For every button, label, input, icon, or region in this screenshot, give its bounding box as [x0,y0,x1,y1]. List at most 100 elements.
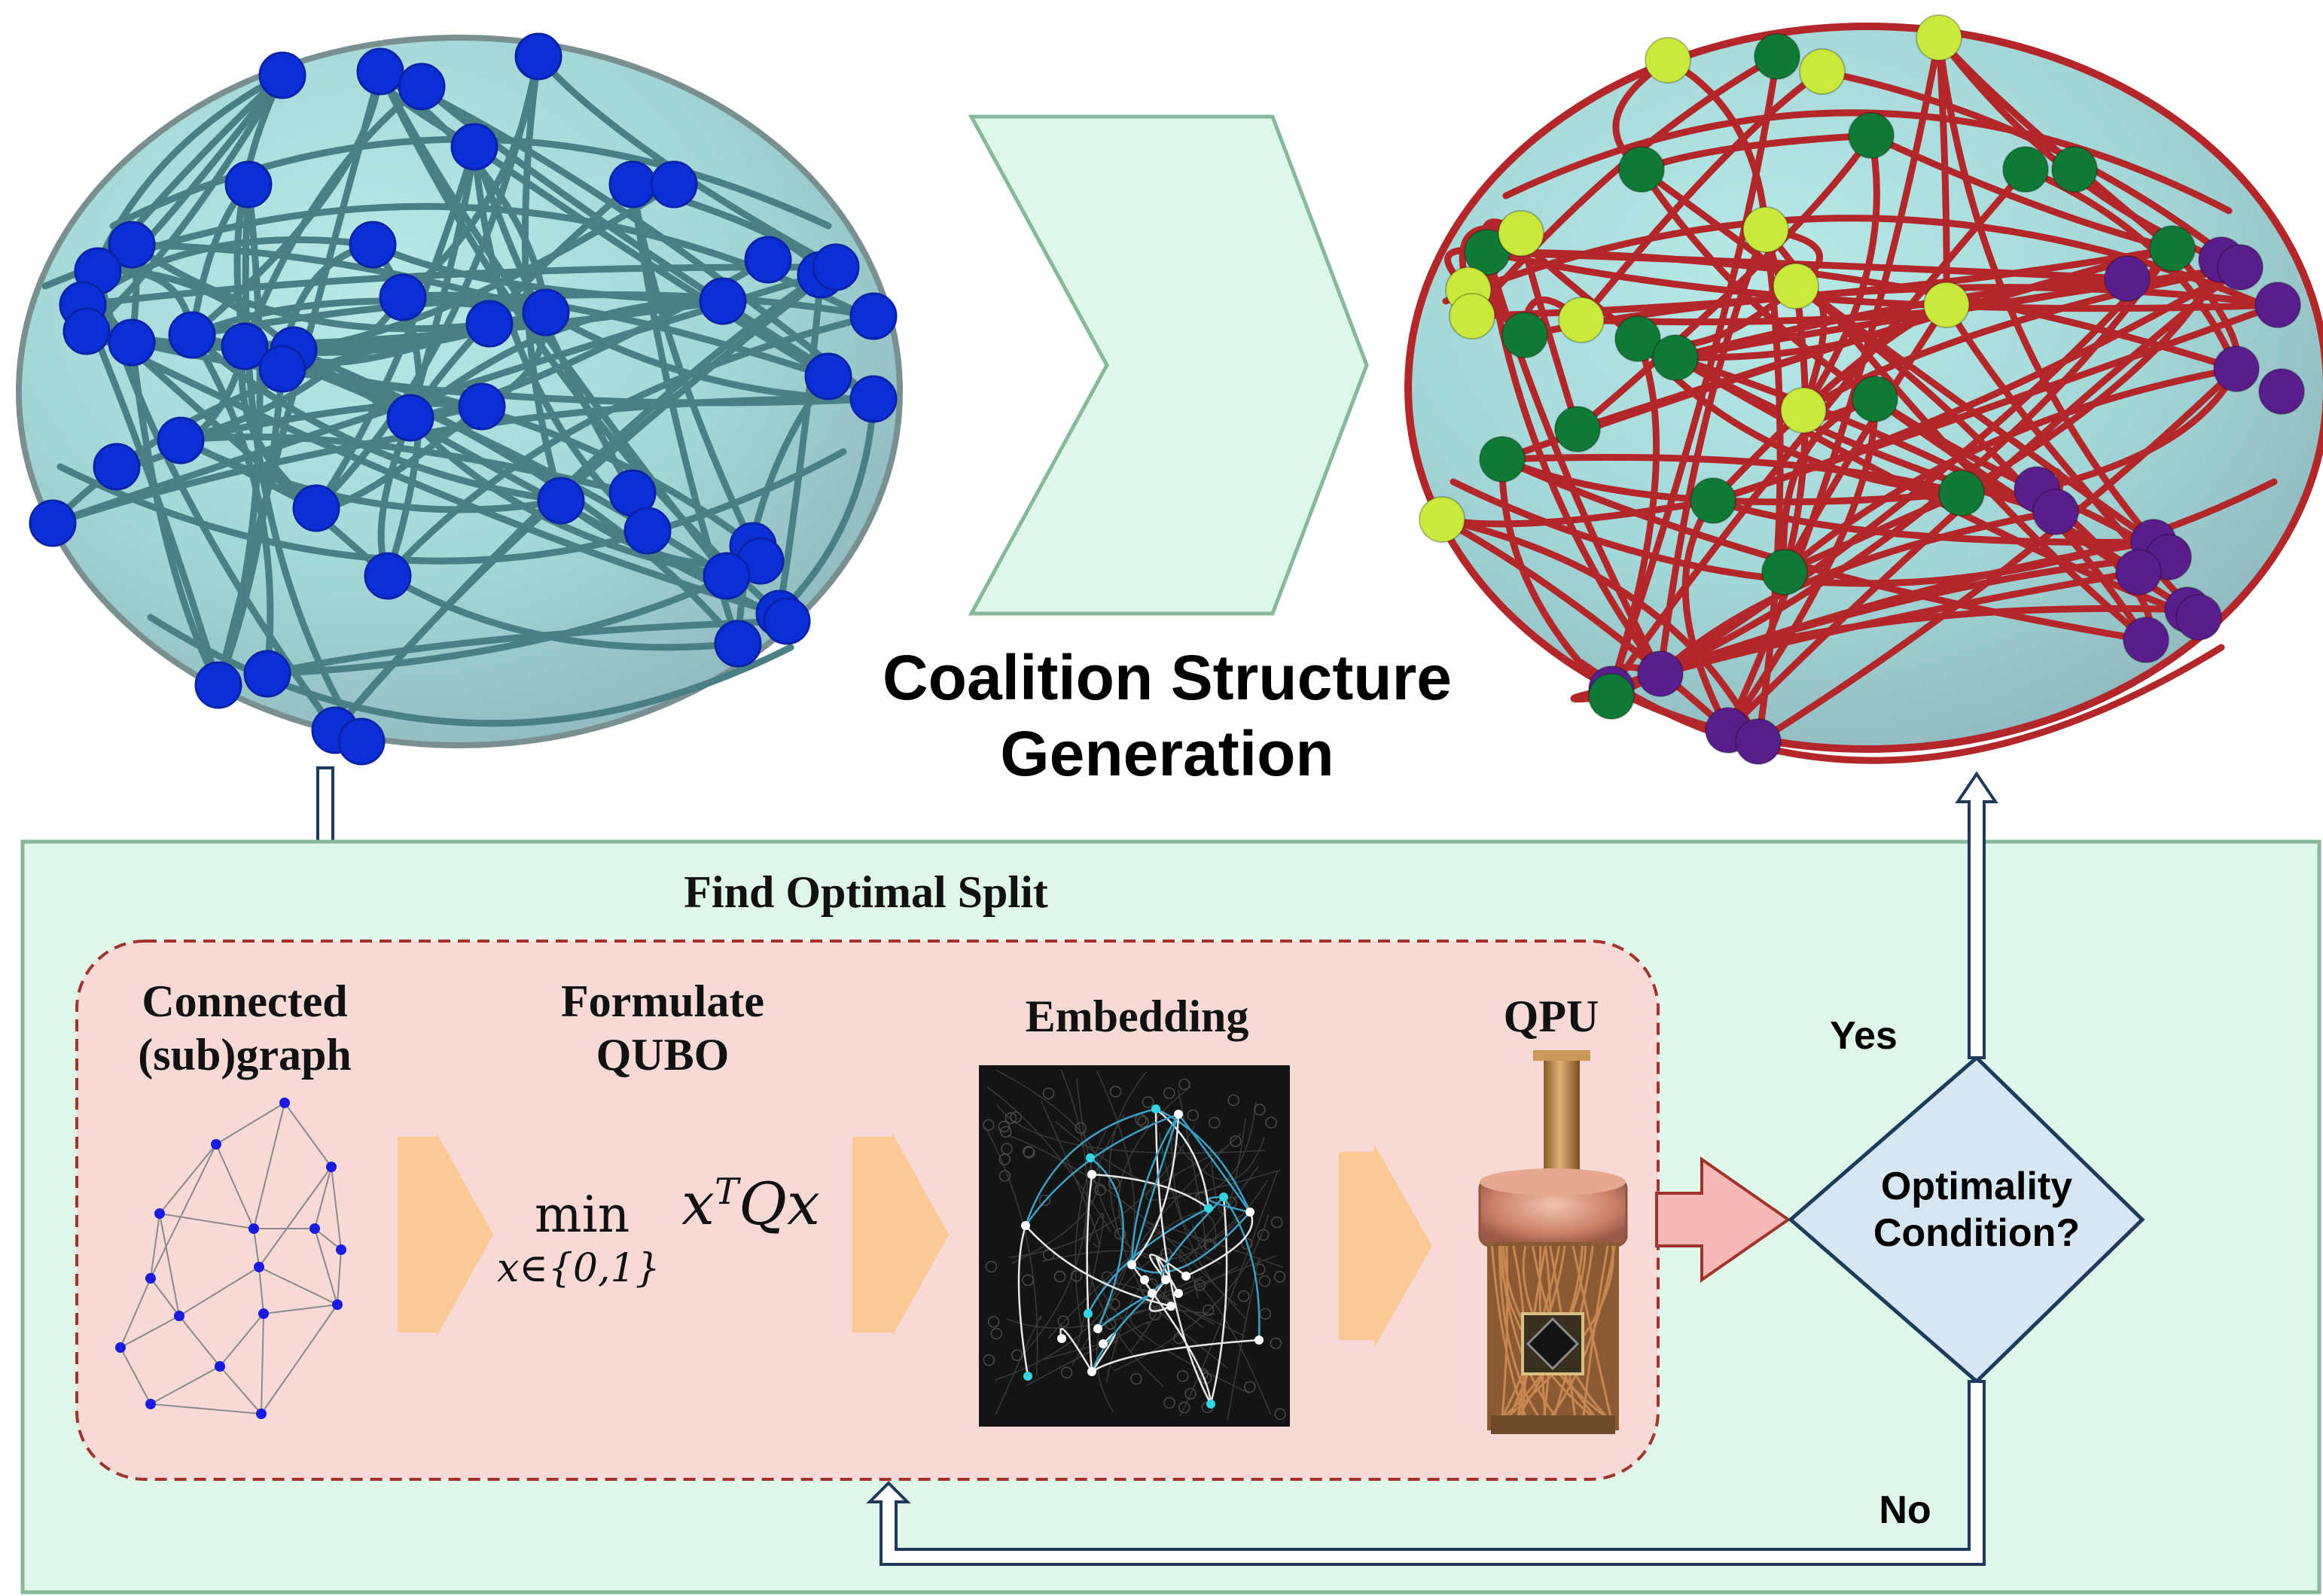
subgraph-edge [219,1313,264,1367]
subgraph-edge [261,1313,264,1415]
graph-node [93,443,141,491]
graph-node [29,499,77,547]
decision-line2: Condition? [1873,1211,2081,1256]
graph-edge [1574,245,2176,433]
coalition-node [2175,594,2222,641]
step-formulate-line2: QUBO [596,1029,730,1080]
graph-edge [376,68,791,625]
subgraph-edge [150,1403,262,1415]
graph-node [514,32,562,81]
subgraph-edge [150,1278,180,1317]
embedding-node [1166,1302,1175,1311]
subgraph-node [248,1223,259,1234]
subgraph-illustration [115,1098,346,1419]
coalition-node [1479,436,1526,483]
subgraph-edge [120,1347,151,1405]
graph-edge [1754,365,2240,745]
graph-edge [264,617,791,678]
diagram-title: Coalition Structure Generation [813,640,1521,792]
graph-edge [1578,644,2225,764]
step-formulate-line1: Formulate [561,976,764,1026]
subgraph-edge [159,1213,255,1229]
input-graph [16,32,903,766]
yes-arrow [1955,771,1998,1059]
no-label: No [1879,1488,1931,1532]
subgraph-edge [215,1144,255,1229]
coalition-node [1742,206,1789,253]
coalition-node [1923,282,1970,328]
step-connected-label: Connected (sub)graph [83,975,407,1082]
coalition-node [1588,673,1635,720]
subgraph-node [336,1244,346,1255]
input-graph-nodes [29,32,898,766]
graph-edge [369,241,727,305]
embedding-node [1140,1275,1149,1284]
coalition-node [1690,477,1736,524]
embedding-node [1204,1204,1213,1213]
decision-line1: Optimality [1880,1165,2073,1208]
step-arrow-2 [852,1133,949,1336]
subgraph-node [115,1342,126,1353]
graph-edge [1438,516,1732,734]
subgraph-edge [314,1228,342,1250]
graph-edge [399,53,542,301]
graph-edge [1754,226,1784,745]
formula-base: x [681,1171,715,1238]
embedding-node [1021,1221,1030,1230]
subgraph-edge [178,1315,221,1367]
graph-node [703,552,751,600]
graph-node [194,661,242,709]
subgraph-edges [120,1102,342,1415]
subgraph-edge [120,1315,180,1348]
graph-node [243,650,291,698]
subgraph-node [215,1361,225,1372]
coalition-node [1501,312,1548,358]
coalition-node [2254,282,2301,328]
graph-edge [241,83,425,350]
arrow-to-decision [1655,1156,1791,1283]
graph-edge [1657,226,1770,678]
coalition-node [1554,406,1601,452]
subgraph-edge [120,1278,151,1348]
graph-node [398,62,446,111]
graph-edge [1818,68,2244,271]
graph-edge [1781,365,2240,576]
embedding-node [1174,1110,1183,1119]
subgraph-edge [263,1304,338,1314]
graph-node [849,292,898,340]
subgraph-edge [261,1304,338,1415]
subgraph-edge [219,1366,262,1415]
embedding-node [1086,1153,1095,1162]
graph-node [458,382,506,431]
graph-edge [1800,132,1880,414]
embedding-node [1151,1104,1160,1113]
coalition-node [1916,14,1962,61]
subgraph-edge [314,1228,338,1305]
embedding-node [1087,1367,1096,1376]
subgraph-edge [258,1266,264,1314]
graph-edge [1483,248,1664,678]
step-qpu-label: QPU [1503,991,1599,1041]
graph-node [224,160,273,209]
graph-node [258,51,306,99]
step-arrow-1 [398,1133,493,1336]
formula-sup: T [715,1171,739,1213]
coalition-node [1735,718,1782,765]
diagram-title-line2: Generation [1000,717,1334,789]
qubo-formula: min x∈{0,1} xTQx [489,1171,851,1314]
graph-node [258,345,306,393]
graph-node [108,318,156,367]
embedding-node [1087,1170,1096,1179]
step-connected-line2: (sub)graph [138,1029,352,1080]
subgraph-edge [253,1228,260,1268]
graph-edge [1672,354,2142,576]
graph-edge [776,395,877,617]
embedding-node [1254,1336,1264,1345]
subgraph-edge [253,1102,285,1229]
graph-edge [331,271,825,734]
graph-edge [471,143,832,380]
subgraph-node [154,1208,165,1219]
coalition-node [1852,376,1898,422]
graph-node [356,47,404,96]
formula-expression: xTQx [681,1171,820,1238]
